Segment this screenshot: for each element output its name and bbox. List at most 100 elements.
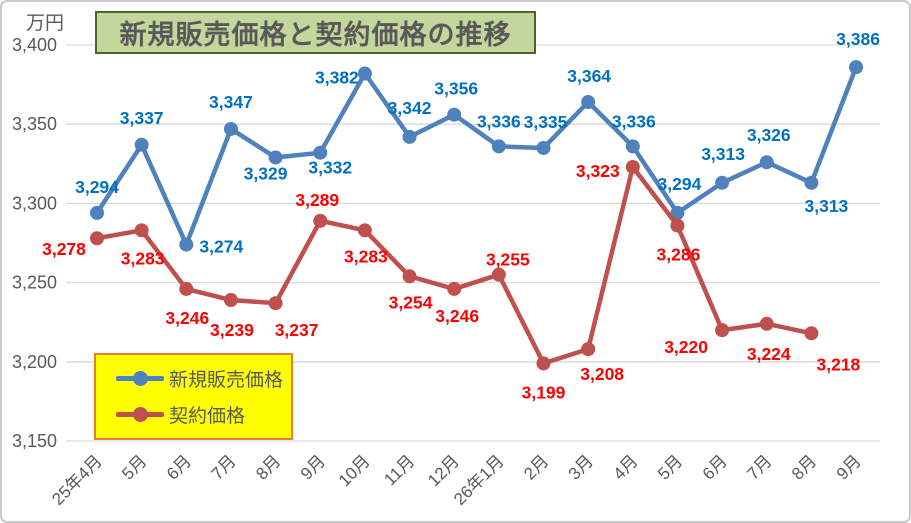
data-label: 3,274 xyxy=(199,237,243,257)
data-point-marker xyxy=(849,60,864,75)
data-point-marker xyxy=(536,140,551,155)
x-tick-label: 5月 xyxy=(118,451,150,483)
x-tick-label: 4月 xyxy=(609,451,641,483)
y-axis-unit-label: 万円 xyxy=(26,13,65,34)
data-label: 3,278 xyxy=(42,239,86,259)
data-label: 3,218 xyxy=(817,354,861,374)
data-point-marker xyxy=(581,342,596,357)
series2-line-marker-sample xyxy=(116,406,164,422)
legend-label-series2: 契約価格 xyxy=(169,405,246,427)
data-label: 3,382 xyxy=(315,68,359,88)
data-label: 3,208 xyxy=(580,364,624,384)
data-point-marker xyxy=(804,175,819,190)
data-label: 3,329 xyxy=(244,163,288,183)
data-label: 3,286 xyxy=(657,245,701,265)
x-tick-label: 6月 xyxy=(163,451,195,483)
data-label: 3,332 xyxy=(308,158,352,178)
y-tick-label: 3,350 xyxy=(12,114,57,134)
data-point-marker xyxy=(90,205,104,220)
data-label: 3,336 xyxy=(477,111,521,131)
data-point-marker xyxy=(670,205,685,220)
x-tick-label: 5月 xyxy=(654,451,686,483)
data-point-marker xyxy=(536,356,551,371)
data-point-marker xyxy=(223,293,238,308)
data-label: 3,254 xyxy=(389,292,433,312)
x-tick-label: 11月 xyxy=(380,451,418,489)
data-label: 3,283 xyxy=(121,248,165,268)
data-label: 3,220 xyxy=(664,337,708,357)
data-point-marker xyxy=(670,218,685,233)
legend-label-series1: 新規販売価格 xyxy=(169,370,284,392)
x-tick-label: 12月 xyxy=(424,451,463,490)
data-point-marker xyxy=(447,281,462,296)
data-point-marker xyxy=(447,107,462,122)
chart-title: 新規販売価格と契約価格の推移 xyxy=(95,11,536,54)
data-point-marker xyxy=(402,129,417,144)
data-point-marker xyxy=(715,175,730,190)
data-label: 3,323 xyxy=(576,161,620,181)
data-point-marker xyxy=(759,155,774,170)
data-label: 3,239 xyxy=(210,320,254,340)
data-point-marker xyxy=(313,213,328,228)
x-tick-label: 26年1月 xyxy=(450,451,508,509)
data-point-marker xyxy=(268,296,283,311)
data-label: 3,237 xyxy=(275,320,319,340)
data-label: 3,335 xyxy=(524,112,568,132)
data-label: 3,326 xyxy=(747,125,791,145)
data-point-marker xyxy=(179,281,194,296)
data-point-marker xyxy=(179,237,194,252)
data-label: 3,386 xyxy=(836,29,880,49)
legend-item-series2: 契約価格 xyxy=(116,401,291,428)
x-tick-label: 7月 xyxy=(743,451,775,483)
x-tick-label: 8月 xyxy=(788,451,820,483)
data-point-marker xyxy=(268,150,283,165)
x-tick-label: 3月 xyxy=(565,451,597,483)
data-label: 3,246 xyxy=(165,308,209,328)
data-label: 3,356 xyxy=(434,79,478,99)
data-label: 3,294 xyxy=(658,174,702,194)
data-label: 3,283 xyxy=(344,246,388,266)
data-point-marker xyxy=(581,95,596,110)
data-point-marker xyxy=(625,139,640,154)
data-label: 3,336 xyxy=(612,111,656,131)
data-point-marker xyxy=(134,137,149,152)
series-line-0 xyxy=(94,64,859,247)
data-label: 3,347 xyxy=(209,92,253,112)
series1-line-marker-sample xyxy=(116,371,164,387)
data-label: 3,313 xyxy=(701,144,745,164)
x-tick-label: 10月 xyxy=(335,451,374,490)
y-tick-label: 3,150 xyxy=(12,431,57,451)
legend-item-series1: 新規販売価格 xyxy=(116,365,291,392)
data-point-marker xyxy=(491,139,506,154)
y-tick-label: 3,300 xyxy=(12,193,57,213)
data-point-marker xyxy=(491,267,506,282)
x-tick-label: 9月 xyxy=(297,451,329,483)
x-tick-label: 8月 xyxy=(252,451,284,483)
data-point-marker xyxy=(804,326,819,341)
data-point-marker xyxy=(313,145,328,160)
data-label: 3,294 xyxy=(75,177,119,197)
y-tick-label: 3,400 xyxy=(12,35,57,55)
data-label: 3,199 xyxy=(522,382,566,402)
x-tick-label: 6月 xyxy=(699,451,731,483)
data-label: 3,364 xyxy=(567,66,611,86)
legend: 新規販売価格 契約価格 xyxy=(94,353,293,440)
data-point-marker xyxy=(625,159,640,174)
data-label: 3,342 xyxy=(388,98,432,118)
data-point-marker xyxy=(90,231,104,246)
x-tick-label: 7月 xyxy=(208,451,240,483)
data-point-marker xyxy=(759,316,774,331)
x-tick-label: 2月 xyxy=(520,451,552,483)
data-label: 3,224 xyxy=(747,344,791,364)
data-label: 3,289 xyxy=(295,190,339,210)
x-tick-label: 9月 xyxy=(833,451,865,483)
y-tick-label: 3,200 xyxy=(12,352,57,372)
y-tick-label: 3,250 xyxy=(12,273,57,293)
data-label: 3,313 xyxy=(805,196,849,216)
data-point-marker xyxy=(223,121,238,136)
x-tick-label: 25年4月 xyxy=(48,451,106,509)
data-point-marker xyxy=(402,269,417,284)
data-point-marker xyxy=(357,66,372,81)
